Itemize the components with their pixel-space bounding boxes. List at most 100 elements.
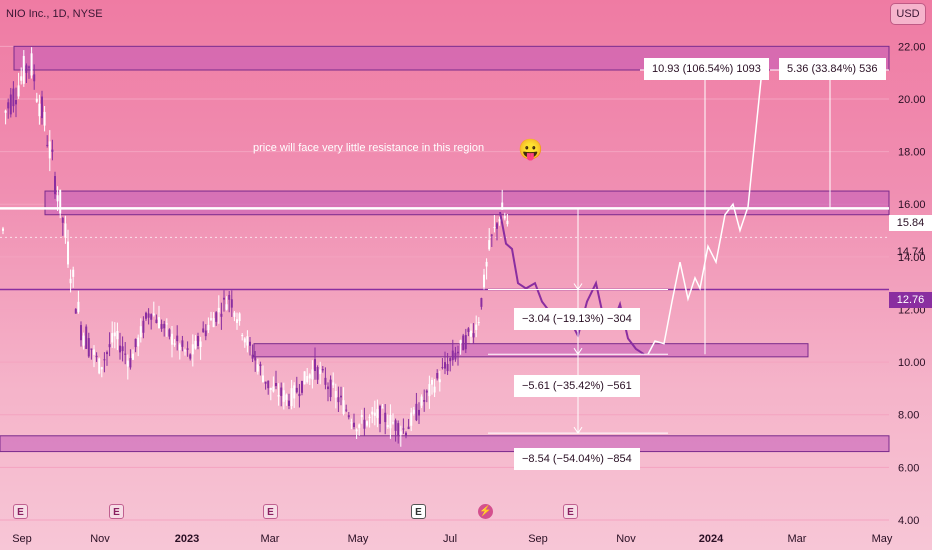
- candle-body: [186, 348, 189, 350]
- candle-body: [103, 359, 106, 361]
- candle-body: [85, 326, 88, 349]
- candle-body: [238, 313, 241, 322]
- candle-body: [301, 380, 303, 393]
- candle-body: [137, 337, 140, 347]
- candle-body: [191, 344, 194, 355]
- candle-body: [358, 424, 361, 428]
- candle-body: [488, 240, 491, 250]
- candle-body: [285, 394, 288, 400]
- candle-body: [56, 195, 59, 202]
- x-tick-label: May: [348, 533, 369, 545]
- candle-body: [90, 348, 93, 350]
- candle-body: [350, 422, 353, 424]
- candle-body: [22, 55, 25, 84]
- candle-body: [472, 333, 475, 338]
- candle-body: [212, 318, 215, 328]
- candle-body: [220, 313, 223, 317]
- candle-body: [207, 324, 210, 331]
- candle-body: [33, 74, 36, 82]
- candle-body: [59, 189, 62, 214]
- candle-body: [337, 397, 340, 403]
- candle-body: [82, 335, 85, 346]
- candle-body: [444, 362, 446, 369]
- earnings-icon[interactable]: E: [563, 504, 578, 519]
- candle-body: [386, 424, 389, 428]
- candle-body: [381, 407, 384, 409]
- candle-body: [119, 345, 121, 353]
- candle-body: [407, 426, 410, 430]
- candle-body: [38, 103, 41, 117]
- candle-body: [106, 352, 108, 355]
- y-tick-label: 6.00: [898, 462, 919, 474]
- earnings-icon[interactable]: E: [109, 504, 124, 519]
- candle-body: [498, 219, 501, 222]
- candle-body: [150, 314, 153, 320]
- candle-body: [129, 358, 132, 368]
- candle-body: [480, 298, 483, 307]
- candle-body: [246, 336, 249, 346]
- candle-body: [360, 415, 363, 418]
- candle-body: [329, 379, 332, 398]
- candle-body: [124, 353, 127, 355]
- resistance-note: price will face very little resistance i…: [253, 142, 485, 154]
- candle-body: [493, 227, 496, 229]
- candle-body: [347, 415, 350, 418]
- candle-body: [457, 351, 459, 354]
- candle-body: [20, 76, 23, 81]
- x-tick-label: Nov: [616, 533, 636, 545]
- candle-body: [470, 330, 472, 337]
- candle-body: [405, 432, 407, 436]
- x-tick-label: Mar: [261, 533, 280, 545]
- candle-body: [230, 299, 233, 308]
- candle-body: [54, 176, 56, 195]
- candle-body: [12, 88, 15, 107]
- price-badge-plain: 14.74: [896, 246, 925, 258]
- lower-zone: [253, 343, 809, 358]
- candle-body: [431, 379, 433, 385]
- candle-body: [67, 241, 69, 265]
- candle-body: [9, 94, 12, 115]
- candle-body: [43, 111, 46, 126]
- price-badge-purple: 12.76: [889, 292, 932, 308]
- candle-body: [438, 379, 441, 383]
- candle-body: [282, 390, 285, 402]
- candle-body: [275, 382, 277, 387]
- candle-body: [132, 353, 134, 360]
- candle-body: [165, 323, 168, 325]
- y-tick-label: 16.00: [898, 199, 926, 211]
- candle-body: [501, 202, 504, 210]
- candle-body: [139, 326, 142, 338]
- candle-body: [41, 96, 43, 119]
- candle-body: [4, 110, 7, 113]
- middle-zone: [44, 190, 890, 216]
- currency-button[interactable]: USD: [890, 3, 926, 25]
- dividend-bolt-icon[interactable]: ⚡: [478, 504, 493, 519]
- candle-body: [204, 330, 207, 337]
- candle-body: [415, 403, 418, 421]
- candle-body: [46, 144, 49, 146]
- candle-body: [184, 350, 186, 352]
- candle-body: [178, 344, 181, 351]
- candle-body: [223, 297, 225, 300]
- candle-body: [462, 335, 465, 351]
- candle-body: [98, 358, 101, 374]
- candle-body: [113, 332, 116, 337]
- earnings-icon[interactable]: E: [13, 504, 28, 519]
- candle-body: [264, 381, 267, 384]
- candle-body: [483, 274, 485, 288]
- candle-body: [485, 261, 488, 267]
- candle-body: [17, 85, 20, 97]
- candle-body: [202, 328, 205, 333]
- earnings-icon[interactable]: E: [263, 504, 278, 519]
- candle-body: [243, 338, 246, 343]
- earnings-icon[interactable]: E: [411, 504, 426, 519]
- candle-body: [428, 384, 431, 397]
- measure-label-2: 5.36 (33.84%) 536: [779, 58, 886, 80]
- candle-body: [197, 336, 199, 347]
- candle-body: [418, 409, 420, 416]
- candle-body: [142, 320, 145, 333]
- candle-body: [454, 352, 457, 360]
- candle-body: [269, 387, 272, 390]
- candle-body: [371, 411, 374, 415]
